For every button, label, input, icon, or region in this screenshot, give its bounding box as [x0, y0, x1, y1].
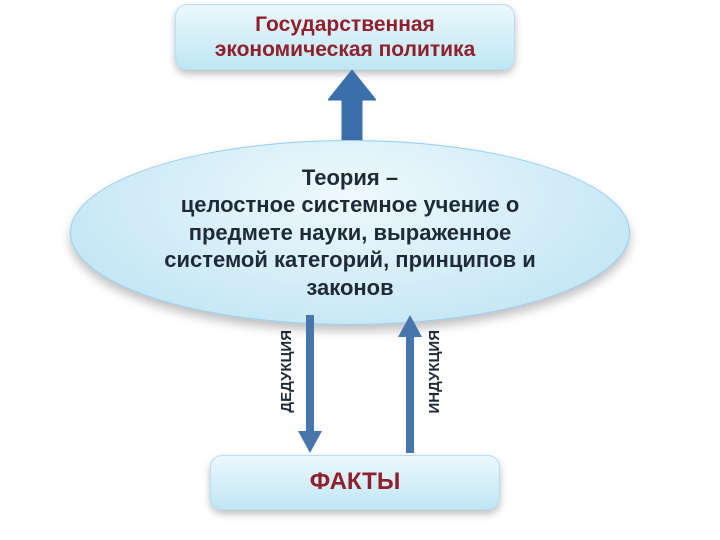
- theory-ellipse: Теория – целостное системное учение о пр…: [70, 140, 630, 325]
- bottom-box-text: ФАКТЫ: [310, 468, 401, 497]
- top-box-policy: Государственная экономическая политика: [175, 4, 515, 70]
- ellipse-line4: системой категорий, принципов и: [164, 246, 536, 274]
- arrow-up-to-policy: [328, 70, 376, 148]
- diagram-canvas: Государственная экономическая политика Т…: [0, 0, 720, 540]
- ellipse-line5: законов: [306, 274, 393, 302]
- ellipse-line3: предмете науки, выраженное: [189, 219, 512, 247]
- bottom-box-facts: ФАКТЫ: [210, 455, 500, 510]
- top-box-line1: Государственная: [255, 12, 435, 37]
- ellipse-line2: целостное системное учение о: [181, 191, 520, 219]
- deduction-label: ДЕДУКЦИЯ: [278, 330, 295, 413]
- induction-label: ИНДУКЦИЯ: [426, 330, 443, 414]
- ellipse-line1: Теория –: [302, 164, 398, 192]
- arrow-deduction-down: [298, 315, 322, 453]
- top-box-line2: экономическая политика: [215, 37, 476, 62]
- arrow-induction-up: [398, 315, 422, 453]
